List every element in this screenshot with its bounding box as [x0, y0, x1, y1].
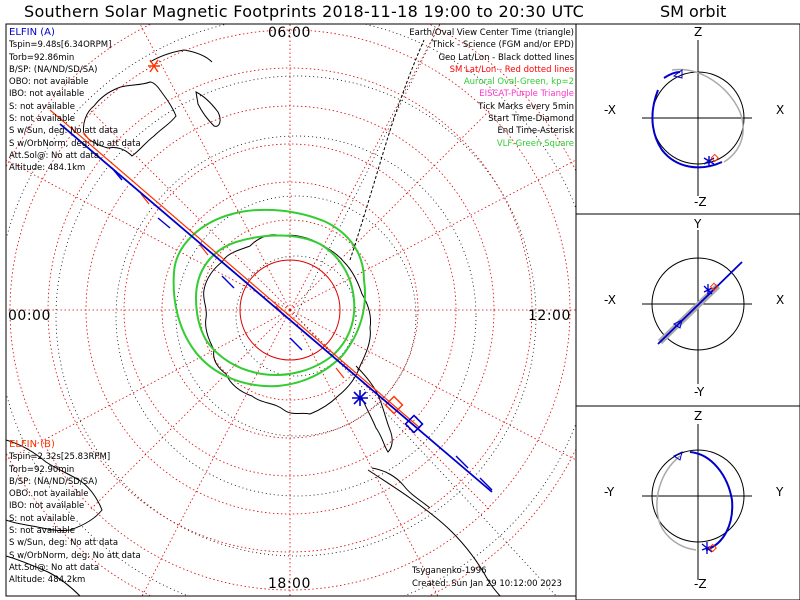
elfin-a-orbit [651, 89, 723, 169]
page-title: Southern Solar Magnetic Footprints 2018-… [24, 2, 585, 21]
elfin-b-line [49, 109, 421, 429]
elfin-b-track [49, 59, 421, 429]
legend-item: Thick - Science (FGM and/or EPD) [431, 40, 574, 51]
elfin-a-orbit [689, 451, 734, 551]
antarctic-peninsula-coastline [355, 365, 393, 453]
clock-label-right: 12:00 [528, 308, 571, 324]
new-zealand-coastline [195, 91, 221, 127]
info-line: OBO: not available [9, 489, 89, 500]
axis-label-top: Z [694, 25, 703, 39]
elfin-a-name: ELFIN (A) [9, 27, 55, 38]
orbit-panel-title: SM orbit [660, 2, 727, 21]
legend-item: EISCAT-Purple Triangle [479, 89, 574, 100]
earth-outline [651, 449, 745, 543]
australia-coastline [83, 81, 177, 157]
orbit-panels [575, 23, 800, 600]
auroral-oval [172, 208, 366, 388]
info-line: B/SP: (NA/ND/SD/SA) [9, 476, 98, 487]
info-line: S w/OrbNorm, deg: No att data [9, 550, 141, 561]
info-line: Altitude: 484.2km [9, 575, 86, 586]
axis-label-top: Y [694, 217, 702, 231]
elfin-a-start-diamond [404, 414, 424, 434]
legend-item: Start Time-Diamond [488, 114, 574, 125]
elfin-b-orbit [671, 68, 744, 163]
legend-item: Auroral Oval-Green, kp=2 [463, 77, 574, 88]
earth-view-line [349, 39, 425, 261]
info-line: S w/Sun, deg: No att data [9, 126, 119, 137]
axis-label-left: -X [604, 293, 616, 307]
legend-item: Tick Marks every 5min [478, 101, 574, 112]
elfin-b-end-asterisk [148, 59, 160, 73]
clock-label-top: 06:00 [268, 25, 311, 41]
legend-item: SM Lat/Lon - Red dotted lines [449, 64, 574, 75]
legend-item: VLF-Green Square [496, 138, 574, 149]
orbit-panel-xz [575, 23, 800, 215]
orbit-xy-plot [642, 230, 752, 384]
elfin-a-end-asterisk [352, 390, 368, 406]
axis-label-bottom: -Z [694, 195, 707, 209]
elfin-b-ticks [82, 131, 345, 379]
axis-label-left: -X [604, 103, 616, 117]
earth-outline [651, 257, 745, 351]
created-timestamp: Created: Sun Jan 29 10:12:00 2023 [412, 579, 562, 589]
orbit-yz-plot [642, 424, 752, 580]
orbit-panel-yz [575, 405, 800, 600]
island-coastline [149, 49, 213, 63]
model-credit: Tsyganenko-1996 [412, 566, 487, 576]
coastlines [6, 49, 501, 596]
legend-item: End Time-Asterisk [497, 126, 574, 137]
elfin-b-start-diamond [384, 395, 404, 415]
info-line: OBO: not available [9, 77, 89, 88]
elfin-b-orbit [656, 455, 697, 551]
elfin-a-ticks [111, 167, 493, 491]
legend-item: Geo Lat/Lon - Black dotted lines [438, 52, 574, 63]
elfin-b-name: ELFIN (B) [9, 439, 55, 450]
sm-inner-circle [239, 259, 341, 361]
axis-label-bottom: -Y [694, 385, 705, 399]
axis-label-top: Z [694, 409, 703, 423]
elfin-a-track [59, 123, 493, 493]
info-line: Tspin=2.32s[25.83RPM] [9, 452, 111, 463]
info-line: Torb=92.86min [9, 52, 75, 63]
info-line: S: not available [9, 114, 75, 125]
axis-label-right: X [776, 293, 785, 307]
info-line: S: not available [9, 513, 75, 524]
info-line: Tspin=9.48s[6.34ORPM] [9, 40, 112, 51]
map-legend: Earth/Oval View Center Time (triangle) T… [409, 27, 574, 150]
info-line: B/SP: (NA/ND/SD/SA) [9, 64, 98, 75]
axis-label-right: X [776, 103, 785, 117]
antarctica-coastline [203, 234, 371, 415]
info-line: IBO: not available [9, 501, 85, 512]
info-line: Torb=92.90min [9, 464, 75, 475]
info-line: S: not available [9, 101, 75, 112]
clock-label-left: 00:00 [8, 308, 51, 324]
info-line: S w/OrbNorm, deg: No att data [9, 138, 141, 149]
info-line: S: not available [9, 526, 75, 537]
clock-label-bottom: 18:00 [268, 576, 311, 592]
info-line: S w/Sun, deg: No att data [9, 538, 119, 549]
orbit-panel-xy [575, 213, 800, 407]
axis-label-bottom: -Z [694, 577, 707, 591]
legend-item: Earth/Oval View Center Time (triangle) [409, 28, 574, 38]
africa-coastline [6, 439, 103, 531]
info-line: Altitude: 484.1km [9, 163, 86, 174]
south-america-coastline [367, 467, 501, 596]
elfin-a-line [59, 123, 493, 493]
axis-label-right: Y [776, 485, 784, 499]
elfin-a-info: ELFIN (A) Tspin=9.48s[6.34ORPM] Torb=92.… [9, 27, 141, 175]
indian-ocean-coastline [6, 555, 81, 596]
axis-label-left: -Y [604, 485, 615, 499]
info-line: Att.Sol@: No att data [9, 562, 100, 573]
orbit-xz-plot [642, 40, 752, 196]
info-line: IBO: not available [9, 89, 85, 100]
info-line: Att.Sol@: No att data [9, 150, 100, 161]
elfin-a-orbit [657, 261, 743, 345]
elfin-b-info: ELFIN (B) Tspin=2.32s[25.83RPM] Torb=92.… [9, 439, 141, 587]
